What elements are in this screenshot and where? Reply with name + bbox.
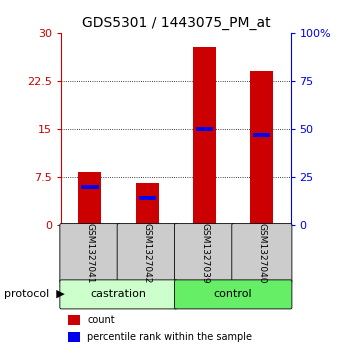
Bar <box>136 183 159 225</box>
Text: count: count <box>88 315 115 325</box>
Title: GDS5301 / 1443075_PM_at: GDS5301 / 1443075_PM_at <box>82 16 270 30</box>
Bar <box>81 185 98 188</box>
Text: castration: castration <box>91 289 147 299</box>
Text: control: control <box>214 289 252 299</box>
Bar <box>196 127 213 131</box>
Text: GSM1327041: GSM1327041 <box>85 223 94 284</box>
Text: GSM1327040: GSM1327040 <box>257 223 266 284</box>
Text: GSM1327039: GSM1327039 <box>200 223 209 284</box>
Text: protocol  ▶: protocol ▶ <box>4 289 64 299</box>
Bar <box>78 172 102 225</box>
Bar <box>253 133 271 136</box>
Bar <box>250 71 273 225</box>
Text: GSM1327042: GSM1327042 <box>143 223 152 284</box>
Bar <box>139 196 156 200</box>
Text: percentile rank within the sample: percentile rank within the sample <box>88 332 252 342</box>
Bar <box>193 47 216 225</box>
